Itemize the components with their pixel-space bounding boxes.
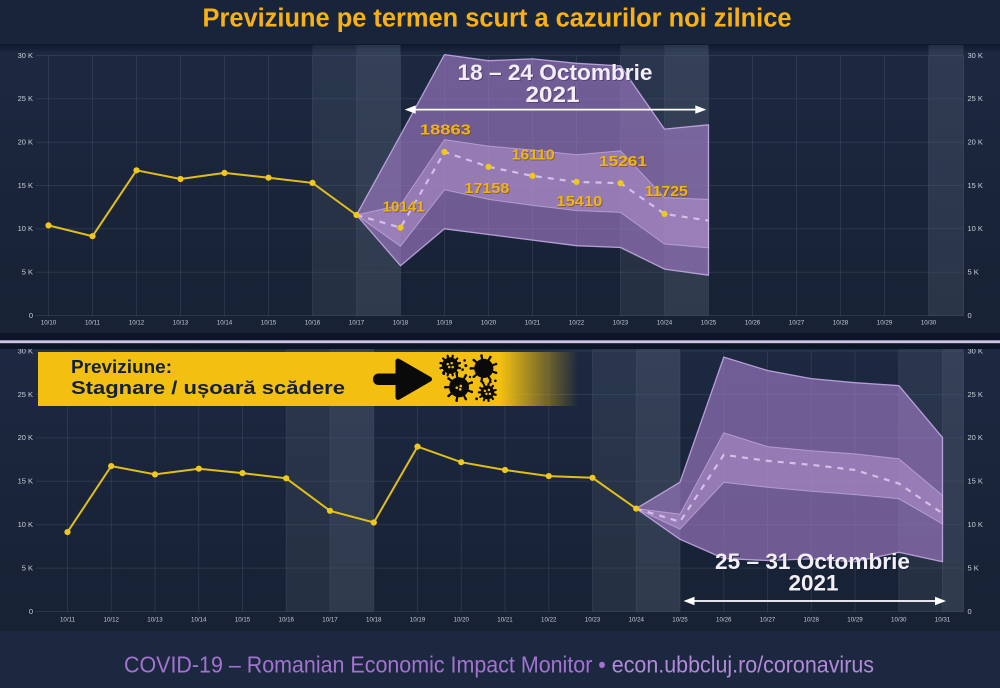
svg-text:10/22: 10/22 — [569, 320, 585, 327]
svg-text:10141: 10141 — [383, 199, 425, 216]
svg-text:10/17: 10/17 — [349, 320, 365, 327]
svg-text:15 K: 15 K — [18, 181, 33, 190]
svg-text:10/15: 10/15 — [261, 320, 277, 327]
svg-text:10/31: 10/31 — [935, 617, 951, 624]
svg-text:15410: 15410 — [556, 193, 602, 210]
svg-text:10 K: 10 K — [968, 520, 983, 529]
svg-text:10/11: 10/11 — [60, 617, 76, 624]
svg-text:2021: 2021 — [527, 83, 581, 108]
svg-text:10/26: 10/26 — [716, 617, 732, 624]
svg-text:20 K: 20 K — [968, 138, 983, 147]
svg-text:5 K: 5 K — [968, 268, 979, 277]
svg-text:5 K: 5 K — [968, 563, 979, 572]
svg-text:10/25: 10/25 — [701, 320, 717, 327]
svg-text:COVID-19 – Romanian Economic I: COVID-19 – Romanian Economic Impact Moni… — [124, 652, 874, 678]
svg-text:2021: 2021 — [790, 572, 840, 597]
svg-text:2021: 2021 — [526, 82, 580, 107]
svg-text:10/17: 10/17 — [322, 617, 338, 624]
svg-text:10/30: 10/30 — [921, 320, 937, 327]
svg-text:10/29: 10/29 — [847, 617, 863, 624]
svg-text:10/16: 10/16 — [279, 617, 295, 624]
svg-text:25 K: 25 K — [968, 390, 983, 399]
svg-text:30 K: 30 K — [18, 51, 33, 60]
svg-text:15 K: 15 K — [968, 181, 983, 190]
svg-text:11725: 11725 — [646, 184, 689, 201]
svg-text:10/29: 10/29 — [877, 320, 893, 327]
svg-text:Previziune:: Previziune: — [71, 357, 172, 377]
svg-text:20 K: 20 K — [968, 433, 983, 442]
svg-text:15261: 15261 — [599, 153, 647, 170]
svg-text:10/13: 10/13 — [147, 617, 163, 624]
svg-text:15 K: 15 K — [968, 477, 983, 486]
svg-text:10/26: 10/26 — [745, 320, 761, 327]
svg-text:30 K: 30 K — [968, 51, 983, 60]
svg-text:10/16: 10/16 — [305, 320, 321, 327]
svg-text:5 K: 5 K — [22, 268, 33, 277]
svg-text:18 – 24 Octombrie: 18 – 24 Octombrie — [458, 60, 653, 85]
svg-text:10/19: 10/19 — [437, 320, 453, 327]
svg-text:11725: 11725 — [645, 183, 688, 200]
svg-text:10/30: 10/30 — [891, 617, 907, 624]
svg-text:17158: 17158 — [464, 180, 509, 197]
svg-text:10/11: 10/11 — [85, 320, 101, 327]
svg-text:10/24: 10/24 — [629, 617, 645, 624]
svg-text:18 – 24 Octombrie: 18 – 24 Octombrie — [459, 61, 654, 86]
svg-text:15410: 15410 — [557, 194, 603, 211]
svg-text:25 K: 25 K — [18, 94, 33, 103]
svg-text:10/21: 10/21 — [525, 320, 541, 327]
svg-text:18863: 18863 — [420, 122, 471, 139]
svg-text:25 – 31 Octombrie: 25 – 31 Octombrie — [716, 550, 911, 575]
svg-text:5 K: 5 K — [22, 563, 33, 572]
svg-text:0: 0 — [29, 311, 33, 320]
svg-text:10/19: 10/19 — [410, 617, 426, 624]
svg-text:10/20: 10/20 — [481, 320, 497, 327]
svg-text:30 K: 30 K — [968, 346, 983, 355]
svg-text:25 K: 25 K — [18, 390, 33, 399]
svg-text:25 – 31 Octombrie: 25 – 31 Octombrie — [715, 549, 910, 574]
svg-text:10/23: 10/23 — [585, 617, 601, 624]
svg-text:10/27: 10/27 — [789, 320, 805, 327]
svg-text:10/10: 10/10 — [41, 320, 57, 327]
svg-text:Previziune pe termen scurt a c: Previziune pe termen scurt a cazurilor n… — [203, 5, 792, 33]
svg-text:10/13: 10/13 — [173, 320, 189, 327]
svg-text:10 K: 10 K — [968, 224, 983, 233]
svg-text:16110: 16110 — [512, 148, 555, 165]
svg-text:10 K: 10 K — [18, 224, 33, 233]
svg-text:10/24: 10/24 — [657, 320, 673, 327]
svg-text:Stagnare / ușoară scădere: Stagnare / ușoară scădere — [71, 378, 345, 398]
svg-text:2021: 2021 — [789, 571, 839, 596]
svg-text:10/12: 10/12 — [129, 320, 145, 327]
svg-text:10/15: 10/15 — [235, 617, 251, 624]
svg-text:10/25: 10/25 — [672, 617, 688, 624]
svg-text:0: 0 — [968, 607, 972, 616]
svg-text:10/28: 10/28 — [833, 320, 849, 327]
svg-text:20 K: 20 K — [18, 433, 33, 442]
svg-text:10/27: 10/27 — [760, 617, 776, 624]
svg-text:10/18: 10/18 — [366, 617, 382, 624]
svg-text:10/14: 10/14 — [217, 320, 233, 327]
svg-text:10/23: 10/23 — [613, 320, 629, 327]
svg-text:17158: 17158 — [465, 181, 510, 198]
svg-text:10/18: 10/18 — [393, 320, 409, 327]
svg-text:10/21: 10/21 — [497, 617, 513, 624]
svg-text:10/20: 10/20 — [454, 617, 470, 624]
svg-text:0: 0 — [29, 607, 33, 616]
svg-text:16110: 16110 — [512, 147, 555, 164]
svg-text:20 K: 20 K — [18, 138, 33, 147]
svg-text:10 K: 10 K — [18, 520, 33, 529]
svg-text:25 K: 25 K — [968, 94, 983, 103]
svg-text:15261: 15261 — [600, 154, 648, 171]
svg-text:10/12: 10/12 — [104, 617, 120, 624]
svg-text:18863: 18863 — [421, 122, 472, 139]
svg-text:10141: 10141 — [383, 199, 425, 216]
svg-text:15 K: 15 K — [18, 477, 33, 486]
svg-text:10/28: 10/28 — [804, 617, 820, 624]
svg-text:0: 0 — [968, 311, 972, 320]
svg-text:30 K: 30 K — [18, 346, 33, 355]
svg-text:10/22: 10/22 — [541, 617, 557, 624]
svg-text:10/14: 10/14 — [191, 617, 207, 624]
